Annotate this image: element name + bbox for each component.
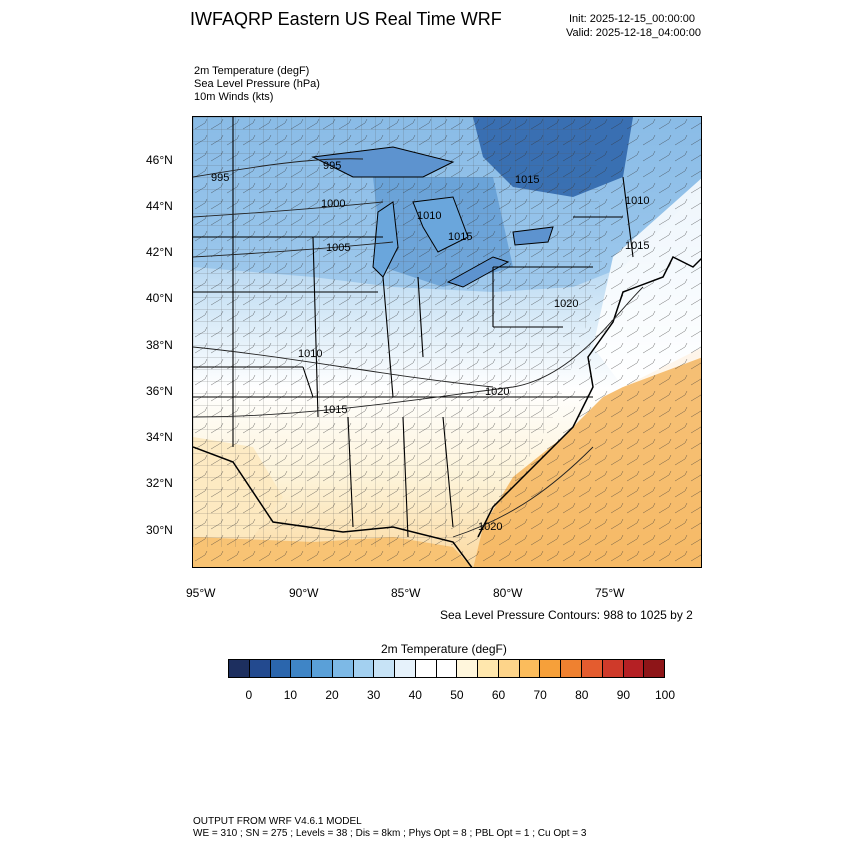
colorbar-cell — [312, 660, 333, 677]
colorbar-cell — [249, 660, 271, 677]
map-svg: 995 995 1000 1005 1010 1015 1015 1010 10… — [193, 117, 701, 567]
colorbar-tick-label: 60 — [491, 688, 506, 702]
init-time: Init: 2025-12-15_00:00:00 — [569, 13, 695, 25]
pressure-contours — [193, 158, 644, 538]
colorbar-cell — [644, 660, 665, 677]
field-label-pressure: Sea Level Pressure (hPa) — [194, 78, 320, 90]
pressure-label: 1010 — [298, 348, 322, 360]
colorbar-tick-label: 10 — [283, 688, 298, 702]
colorbar-cell — [395, 660, 416, 677]
colorbar-cell — [270, 660, 292, 677]
map-panel: 995 995 1000 1005 1010 1015 1015 1010 10… — [192, 116, 702, 568]
colorbar-tick-label: 70 — [533, 688, 547, 702]
colorbar-cell — [291, 660, 313, 677]
field-label-winds: 10m Winds (kts) — [194, 91, 274, 103]
pressure-label: 1005 — [326, 242, 350, 254]
lake-superior — [311, 146, 455, 178]
pressure-label: 995 — [211, 172, 229, 184]
lon-label: 90°W — [289, 586, 319, 600]
lat-label: 36°N — [146, 384, 173, 398]
colorbar-title: 2m Temperature (degF) — [381, 642, 507, 656]
colorbar-tick-label: 50 — [450, 688, 464, 702]
lat-label: 34°N — [146, 430, 173, 444]
contour-note: Sea Level Pressure Contours: 988 to 1025… — [440, 608, 693, 622]
colorbar-tick-label: 40 — [408, 688, 422, 702]
colorbar-cell — [498, 660, 520, 677]
model-footer-line1: OUTPUT FROM WRF V4.6.1 MODEL — [193, 816, 362, 827]
colorbar — [228, 659, 665, 678]
pressure-label: 1020 — [554, 298, 578, 310]
lake-ontario — [512, 226, 554, 246]
pressure-label: 1015 — [625, 240, 649, 252]
coastline — [193, 255, 701, 567]
pressure-label: 995 — [323, 160, 341, 172]
lon-label: 95°W — [186, 586, 216, 600]
colorbar-cell — [229, 660, 250, 677]
colorbar-cell — [374, 660, 396, 677]
colorbar-cell — [478, 660, 499, 677]
colorbar-cell — [582, 660, 603, 677]
lat-label: 46°N — [146, 153, 173, 167]
lat-label: 44°N — [146, 199, 173, 213]
valid-time: Valid: 2025-12-18_04:00:00 — [566, 27, 701, 39]
pressure-label: 1010 — [417, 210, 441, 222]
pressure-label: 1015 — [515, 174, 539, 186]
lake-erie — [446, 256, 510, 288]
colorbar-cell — [623, 660, 645, 677]
lon-label: 80°W — [493, 586, 523, 600]
colorbar-cell — [519, 660, 541, 677]
lake-michigan — [372, 201, 399, 278]
map-title: IWFAQRP Eastern US Real Time WRF — [190, 9, 502, 29]
colorbar-cell — [561, 660, 583, 677]
pressure-label: 1000 — [321, 198, 345, 210]
pressure-label: 1015 — [323, 404, 347, 416]
colorbar-tick-label: 80 — [575, 688, 589, 702]
pressure-label: 1020 — [485, 386, 509, 398]
lake-huron — [412, 196, 469, 253]
colorbar-tick-label: 90 — [616, 688, 631, 702]
colorbar-labels: 0 10 20 30 40 50 60 70 80 90 100 — [228, 688, 675, 702]
wind-barbs — [193, 117, 701, 567]
lon-label: 85°W — [391, 586, 421, 600]
field-label-temperature: 2m Temperature (degF) — [194, 65, 310, 77]
lat-label: 32°N — [146, 476, 173, 490]
lat-label: 30°N — [146, 523, 173, 537]
colorbar-cell — [436, 660, 458, 677]
pressure-label: 1015 — [448, 231, 472, 243]
model-footer-line2: WE = 310 ; SN = 275 ; Levels = 38 ; Dis … — [193, 828, 587, 839]
colorbar-cell — [415, 660, 437, 677]
colorbar-cell — [457, 660, 479, 677]
colorbar-tick-label: 20 — [325, 688, 339, 702]
pressure-label: 1010 — [625, 195, 649, 207]
colorbar-tick-label: 0 — [245, 688, 253, 702]
pressure-label: 1020 — [478, 521, 502, 533]
lat-label: 40°N — [146, 291, 173, 305]
lon-label: 75°W — [595, 586, 625, 600]
colorbar-cell — [602, 660, 624, 677]
colorbar-cell — [332, 660, 354, 677]
colorbar-cell — [353, 660, 375, 677]
lat-label: 38°N — [146, 338, 173, 352]
lat-label: 42°N — [146, 245, 173, 259]
colorbar-tick-label: 100 — [654, 688, 676, 702]
colorbar-cell — [540, 660, 562, 677]
state-borders — [193, 117, 634, 538]
colorbar-tick-label: 30 — [366, 688, 381, 702]
